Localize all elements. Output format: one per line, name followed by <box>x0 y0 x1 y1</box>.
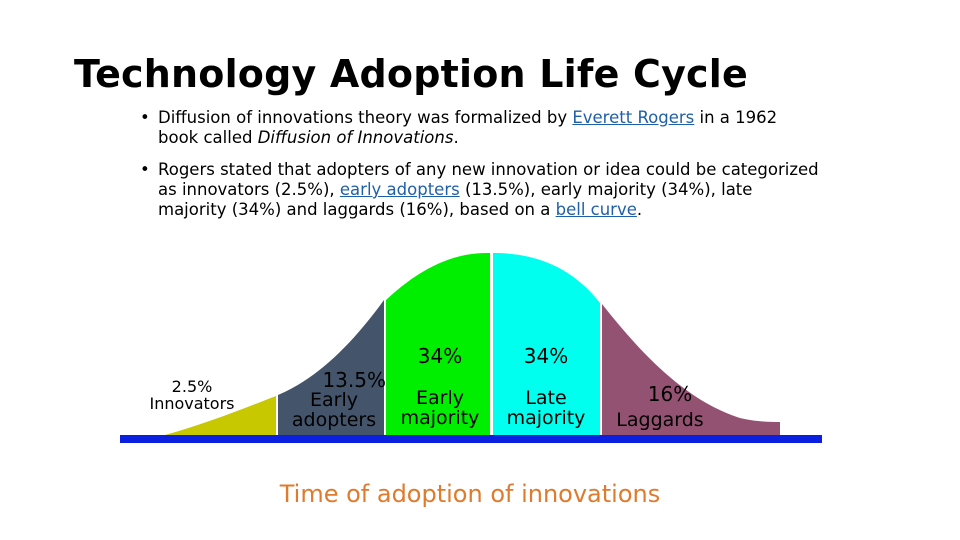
bell-curve-link[interactable]: bell curve <box>555 200 637 219</box>
bullet-item: • Diffusion of innovations theory was fo… <box>140 108 820 148</box>
everett-rogers-link[interactable]: Everett Rogers <box>572 108 695 127</box>
segment-label-late-majority: 34% Late majority <box>497 346 595 428</box>
bullet-dot: • <box>140 160 150 179</box>
segment-percent: 2.5% <box>171 377 213 396</box>
segment-name: majority <box>506 407 586 429</box>
segment-name: Innovators <box>149 394 235 413</box>
bullet-text: in a 1962 book called <box>158 108 778 147</box>
segment-name: Late <box>525 387 567 409</box>
segment-percent: 13.5% <box>322 368 386 392</box>
innovators-segment <box>165 396 276 435</box>
early-majority-segment <box>386 252 490 435</box>
bullet-list: • Diffusion of innovations theory was fo… <box>140 108 820 232</box>
time-axis-line <box>120 435 822 443</box>
bullet-text: Diffusion of innovations theory was form… <box>158 108 573 127</box>
bullet-item: • Rogers stated that adopters of any new… <box>140 160 820 220</box>
late-majority-segment <box>493 253 600 435</box>
segment-percent: 34% <box>523 344 569 368</box>
early-adopters-segment <box>278 300 384 435</box>
slide-title: Technology Adoption Life Cycle <box>74 52 748 96</box>
axis-caption: Time of adoption of innovations <box>279 480 661 508</box>
bullet-dot: • <box>140 108 150 127</box>
segment-name: Early <box>416 387 464 409</box>
segment-label-early-adopters: 13.5% Early adopters <box>282 370 386 430</box>
bullet-text: (13.5%), early majority (34%), late majo… <box>158 180 753 219</box>
segment-label-early-majority: 34% Early majority <box>392 346 488 428</box>
segment-name: Laggards <box>616 409 704 431</box>
bullet-text: . <box>636 200 643 219</box>
segment-name: majority <box>400 407 480 429</box>
segment-percent: 16% <box>647 382 693 406</box>
segment-label-laggards: 16% Laggards <box>608 384 712 430</box>
laggards-segment <box>602 304 780 435</box>
early-adopters-link[interactable]: early adopters <box>339 180 460 199</box>
bullet-text: Rogers stated that adopters of any new i… <box>158 160 819 199</box>
segment-name: adopters <box>291 409 377 431</box>
book-title: Diffusion of Innovations <box>257 128 454 147</box>
bullet-text: . <box>453 128 459 147</box>
segment-name: Early <box>310 389 358 411</box>
segment-label-innovators: 2.5% Innovators <box>138 378 246 412</box>
segment-percent: 34% <box>417 344 463 368</box>
